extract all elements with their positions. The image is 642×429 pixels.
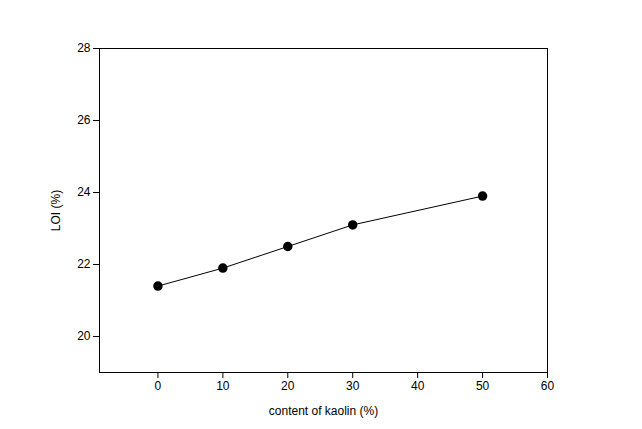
svg-text:22: 22	[77, 257, 91, 271]
svg-text:0: 0	[155, 379, 162, 393]
svg-text:30: 30	[346, 379, 360, 393]
svg-text:content of kaolin (%): content of kaolin (%)	[269, 404, 378, 418]
svg-text:60: 60	[541, 379, 555, 393]
svg-text:28: 28	[77, 41, 91, 55]
svg-text:26: 26	[77, 113, 91, 127]
svg-text:20: 20	[77, 329, 91, 343]
svg-text:24: 24	[77, 185, 91, 199]
svg-text:40: 40	[411, 379, 425, 393]
svg-text:LOI (%): LOI (%)	[49, 190, 63, 231]
svg-text:10: 10	[216, 379, 230, 393]
svg-text:20: 20	[281, 379, 295, 393]
svg-text:50: 50	[476, 379, 490, 393]
